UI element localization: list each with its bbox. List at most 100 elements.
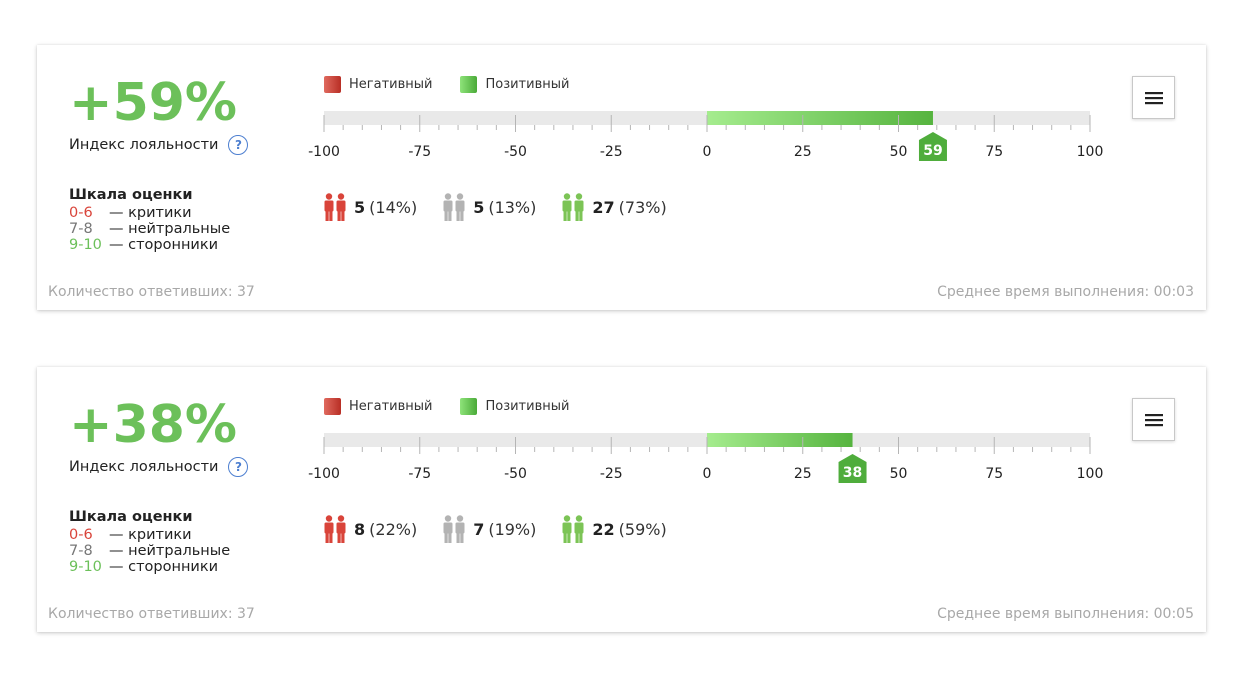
score-bar [707, 433, 853, 447]
person-pair-icon [562, 193, 584, 221]
nps-card: +38% Индекс лояльности ? Шкала оценки 0-… [37, 367, 1206, 632]
tick-label: -50 [504, 144, 527, 160]
rating-scale-range: 7-8 [69, 543, 93, 559]
count-number: 5 [473, 197, 485, 217]
tick-label: -25 [600, 466, 623, 482]
respondents-count-text: Количество ответивших: 37 [48, 606, 255, 622]
help-icon[interactable]: ? [228, 135, 249, 155]
respondents-count-text: Количество ответивших: 37 [48, 284, 255, 300]
score-marker [918, 132, 947, 161]
rating-scale-row: 7-8 — нейтральные [69, 543, 230, 559]
legend-positive-label: Позитивный [485, 77, 570, 92]
rating-scale-desc: — нейтральные [109, 543, 231, 559]
rating-scale-desc: — нейтральные [109, 221, 231, 237]
person-pair-icon [443, 193, 465, 221]
menu-button[interactable] [1132, 398, 1175, 441]
tick-label: 75 [985, 144, 1003, 160]
legend-negative-label: Негативный [349, 77, 433, 92]
score-bar [707, 111, 933, 125]
loyalty-index-row: Индекс лояльности ? [69, 457, 249, 477]
rating-scale-row: 9-10 — сторонники [69, 559, 230, 575]
score-marker-label: 38 [843, 465, 862, 481]
tick-label: 0 [703, 144, 712, 160]
count-number: 5 [354, 197, 366, 217]
rating-scale-range: 0-6 [69, 527, 93, 543]
count-promoters: 27 (73%) [562, 193, 667, 221]
count-percent: (22%) [369, 519, 418, 539]
count-percent: (13%) [488, 197, 537, 217]
tick-label: -100 [308, 466, 340, 482]
count-neutral: 5 (13%) [443, 193, 536, 221]
hamburger-icon [1144, 91, 1163, 104]
tick-label: 0 [703, 466, 712, 482]
avg-time-text: Среднее время выполнения: 00:05 [937, 606, 1194, 622]
rating-scale-row: 0-6 — критики [69, 527, 230, 543]
tick-label: 25 [794, 144, 812, 160]
score-marker-label: 59 [923, 143, 942, 159]
person-pair-icon [443, 515, 465, 543]
rating-scale: Шкала оценки 0-6 — критики 7-8 — нейтрал… [69, 509, 230, 575]
loyalty-score: +59% [69, 73, 238, 133]
tick-label: -75 [408, 466, 431, 482]
tick-label: 50 [890, 144, 908, 160]
legend-negative: Негативный [324, 398, 432, 415]
legend-positive-swatch [460, 398, 478, 415]
tick-label: 100 [1077, 144, 1104, 160]
rating-scale-desc: — сторонники [109, 559, 219, 575]
rating-scale-title: Шкала оценки [69, 187, 193, 203]
respondent-counts: 8 (22%) 7 (19%) 22 (59%) [324, 515, 693, 543]
tick-label: 50 [890, 466, 908, 482]
count-percent: (73%) [618, 197, 667, 217]
person-pair-icon [324, 515, 346, 543]
hamburger-icon [1144, 413, 1163, 426]
nps-bar-chart: -100 -75 -50 -25 0 25 50 75 100 38 [308, 433, 1104, 483]
rating-scale-desc: — критики [109, 527, 192, 543]
count-critics: 8 (22%) [324, 515, 417, 543]
legend-positive: Позитивный [460, 76, 569, 93]
tick-label: 75 [985, 466, 1003, 482]
rating-scale-title: Шкала оценки [69, 509, 193, 525]
legend-negative-label: Негативный [349, 399, 433, 414]
rating-scale-row: 0-6 — критики [69, 205, 230, 221]
tick-label: 100 [1077, 466, 1104, 482]
rating-scale: Шкала оценки 0-6 — критики 7-8 — нейтрал… [69, 187, 230, 253]
menu-button[interactable] [1132, 76, 1175, 119]
legend-negative-swatch [324, 398, 341, 415]
nps-chart: -100 -75 -50 -25 0 25 50 75 100 38 [307, 425, 1107, 495]
count-promoters: 22 (59%) [562, 515, 667, 543]
help-icon[interactable]: ? [228, 457, 249, 477]
count-percent: (19%) [488, 519, 537, 539]
count-neutral: 7 (19%) [443, 515, 536, 543]
tick-label: -50 [504, 466, 527, 482]
tick-label: 25 [794, 466, 812, 482]
person-pair-icon [324, 193, 346, 221]
rating-scale-range: 0-6 [69, 205, 93, 221]
legend-negative-swatch [324, 76, 341, 93]
count-percent: (14%) [369, 197, 418, 217]
count-critics: 5 (14%) [324, 193, 417, 221]
loyalty-index-row: Индекс лояльности ? [69, 135, 249, 155]
rating-scale-desc: — критики [109, 205, 192, 221]
count-number: 27 [592, 197, 615, 217]
loyalty-index-label: Индекс лояльности [69, 459, 219, 475]
loyalty-index-label: Индекс лояльности [69, 137, 219, 153]
rating-scale-desc: — сторонники [109, 237, 219, 253]
count-number: 22 [592, 519, 615, 539]
count-number: 8 [354, 519, 366, 539]
legend-negative: Негативный [324, 76, 432, 93]
rating-scale-range: 9-10 [69, 237, 102, 253]
avg-time-text: Среднее время выполнения: 00:03 [937, 284, 1194, 300]
rating-scale-range: 9-10 [69, 559, 102, 575]
rating-scale-row: 7-8 — нейтральные [69, 221, 230, 237]
nps-card: +59% Индекс лояльности ? Шкала оценки 0-… [37, 45, 1206, 310]
nps-bar-chart: -100 -75 -50 -25 0 25 50 75 100 59 [308, 111, 1104, 161]
score-marker [838, 454, 867, 483]
legend-positive: Позитивный [460, 398, 569, 415]
rating-scale-range: 7-8 [69, 221, 93, 237]
tick-label: -25 [600, 144, 623, 160]
chart-legend: Негативный Позитивный [324, 76, 597, 93]
legend-positive-label: Позитивный [485, 399, 570, 414]
rating-scale-row: 9-10 — сторонники [69, 237, 230, 253]
count-number: 7 [473, 519, 485, 539]
count-percent: (59%) [618, 519, 667, 539]
